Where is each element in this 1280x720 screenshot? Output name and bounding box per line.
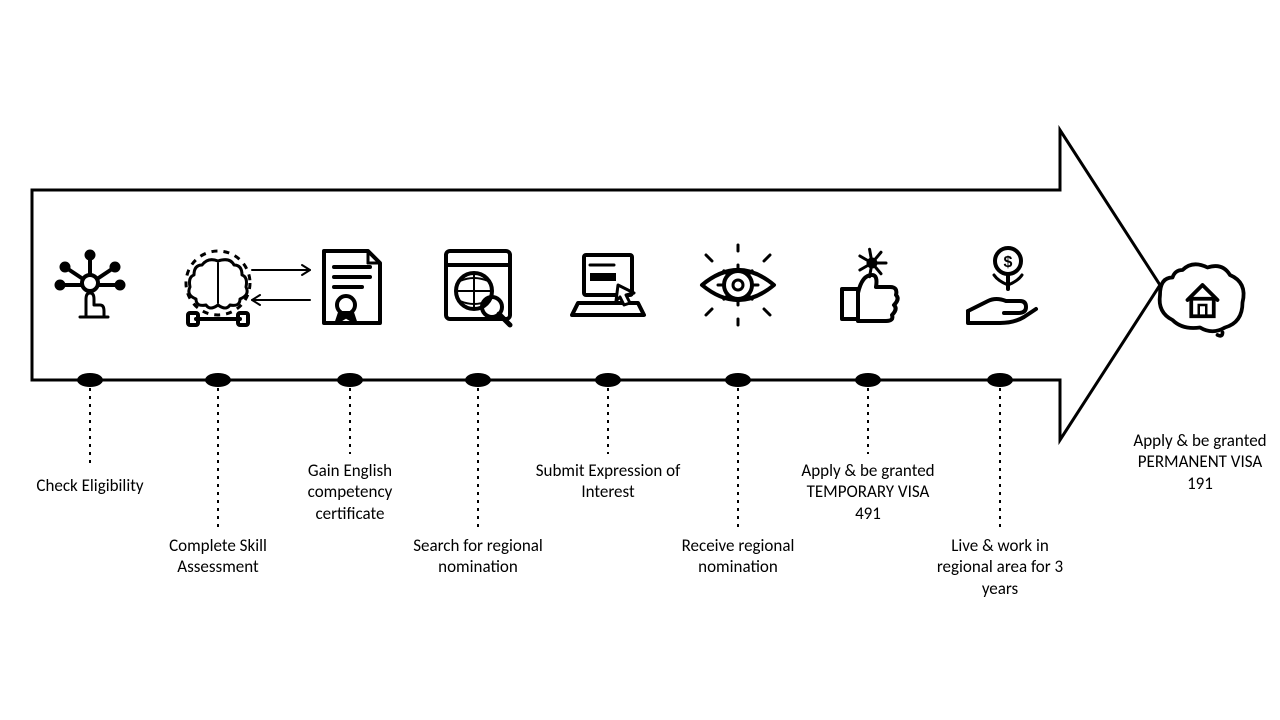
svg-text:$: $ [1004, 254, 1013, 271]
timeline-marker [725, 373, 751, 387]
timeline-marker [205, 373, 231, 387]
australia-house-icon [1160, 264, 1244, 336]
step-label-search-nomination: Search for regional nomination [403, 535, 553, 578]
step-label-apply-491: Apply & be granted TEMPORARY VISA 491 [793, 460, 943, 524]
step-label-english-cert: Gain English competency certificate [275, 460, 425, 524]
timeline-marker [595, 373, 621, 387]
timeline-marker [465, 373, 491, 387]
step-label-check-eligibility: Check Eligibility [15, 475, 165, 496]
final-label: Apply & be granted PERMANENT VISA 191 [1125, 430, 1275, 494]
step-label-submit-eoi: Submit Expression of Interest [533, 460, 683, 503]
step-label-skill-assessment: Complete Skill Assessment [143, 535, 293, 578]
step-label-receive-nomination: Receive regional nomination [663, 535, 813, 578]
diagram-canvas: $ [0, 0, 1280, 720]
timeline-marker [77, 373, 103, 387]
step-label-live-work-3y: Live & work in regional area for 3 years [925, 535, 1075, 599]
timeline-marker [987, 373, 1013, 387]
timeline-marker [855, 373, 881, 387]
timeline-marker [337, 373, 363, 387]
process-arrow [32, 130, 1160, 440]
